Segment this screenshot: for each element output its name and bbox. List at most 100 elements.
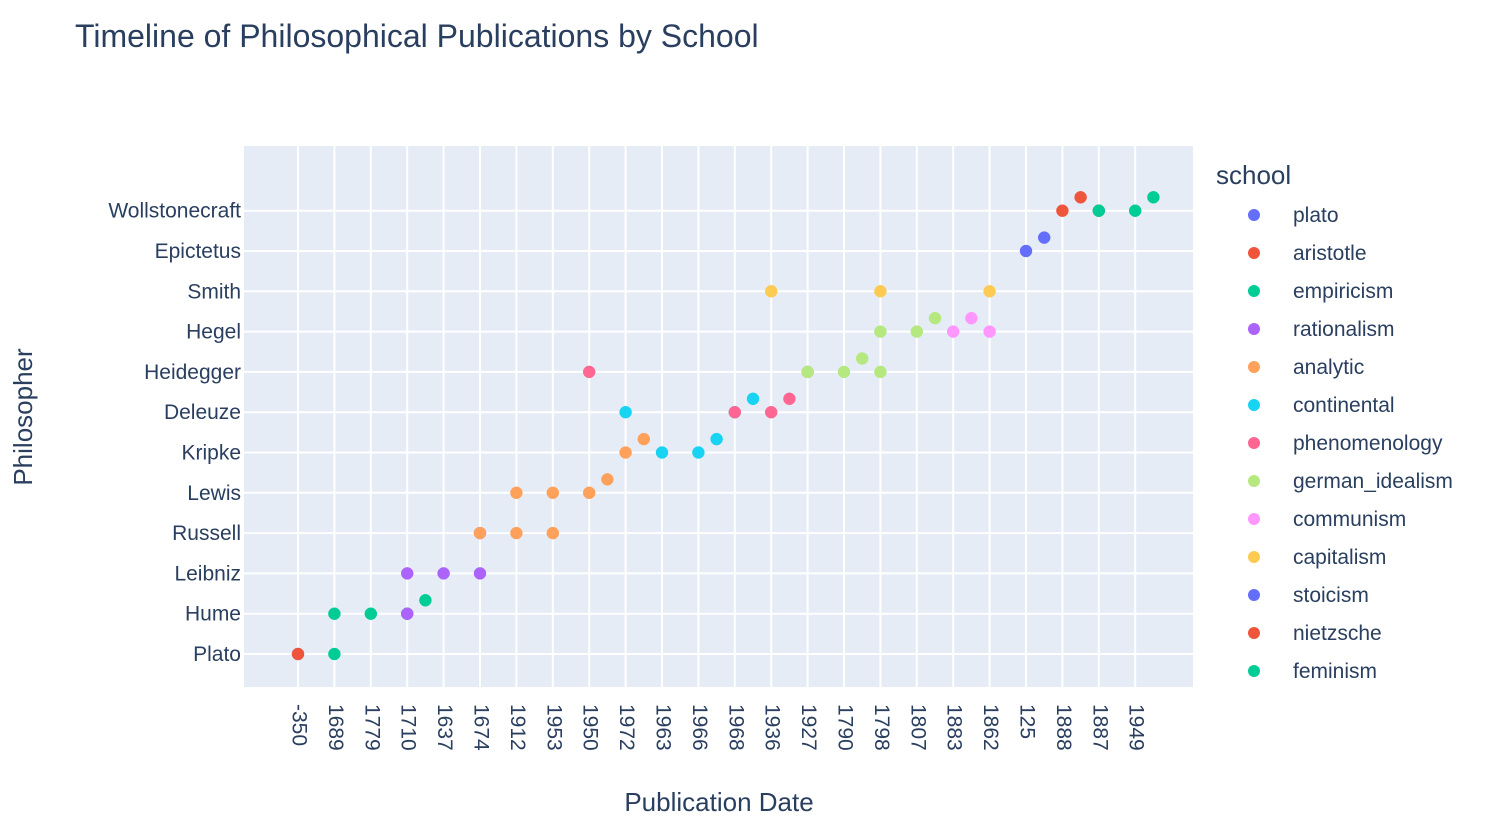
x-tick-label: 1936 (761, 704, 784, 751)
x-tick-label: 1888 (1052, 704, 1075, 751)
y-tick-label: Hegel (186, 321, 241, 344)
x-tick-label: 1689 (324, 704, 347, 751)
y-tick-label: Leibniz (174, 562, 241, 585)
x-tick-label: 1949 (1125, 704, 1148, 751)
point-analytic (510, 526, 523, 540)
point-rationalism (437, 567, 450, 580)
point-phenomenology (764, 405, 778, 419)
x-tick-label: 1966 (688, 704, 711, 751)
point-rationalism (400, 607, 414, 620)
point-analytic (582, 486, 596, 500)
chart-title: Timeline of Philosophical Publications b… (75, 18, 759, 54)
point-feminism (1092, 204, 1106, 217)
point-continental (619, 405, 632, 419)
point-continental (710, 432, 723, 446)
point-german_idealism (855, 352, 869, 365)
legend-marker-nietzsche (1248, 627, 1260, 639)
legend-marker-empiricism (1248, 285, 1260, 297)
legend-marker-stoicism (1248, 589, 1260, 601)
point-aristotle (291, 647, 305, 661)
legend-label-plato: plato (1293, 204, 1339, 227)
legend: school plato aristotle empiricism rationali… (1216, 160, 1453, 683)
legend-marker-capitalism (1248, 551, 1260, 563)
x-tick-labels: -350 1689 1779 1710 1637 1674 1912 1953 1950 1972… (287, 704, 1147, 751)
point-communism (965, 311, 978, 325)
point-analytic (510, 486, 523, 500)
x-tick-label: 1674 (469, 704, 492, 751)
point-german_idealism (874, 325, 887, 338)
legend-marker-aristotle (1248, 247, 1260, 259)
point-analytic (601, 473, 614, 486)
y-tick-label: Plato (193, 643, 241, 666)
legend-label-aristotle: aristotle (1293, 242, 1367, 265)
point-empiricism (419, 594, 432, 607)
plot-area (244, 146, 1193, 687)
point-analytic (546, 526, 560, 540)
legend-label-rationalism: rationalism (1293, 318, 1395, 341)
legend-label-nietzsche: nietzsche (1293, 622, 1382, 645)
point-feminism (1147, 191, 1160, 204)
x-tick-label: -350 (287, 704, 310, 746)
legend-label-stoicism: stoicism (1293, 584, 1369, 607)
legend-marker-rationalism (1248, 323, 1260, 335)
x-tick-label: 1883 (943, 704, 966, 751)
point-rationalism (400, 567, 414, 580)
point-communism (946, 325, 960, 338)
point-feminism (1128, 204, 1142, 217)
y-tick-label: Epictetus (155, 240, 241, 263)
point-german_idealism (874, 365, 887, 379)
legend-label-analytic: analytic (1293, 356, 1364, 379)
x-tick-label: 1637 (433, 704, 456, 751)
point-empiricism (328, 607, 341, 620)
legend-label-german_idealism: german_idealism (1293, 470, 1453, 493)
point-capitalism (764, 285, 778, 298)
point-stoicism (1037, 231, 1051, 244)
point-continental (746, 392, 760, 406)
legend-title: school (1216, 160, 1291, 190)
data-points (291, 191, 1160, 661)
point-phenomenology (582, 365, 596, 379)
point-nietzsche (1074, 191, 1087, 204)
x-tick-label: 1927 (797, 704, 820, 751)
point-analytic (473, 526, 487, 540)
y-tick-label: Smith (187, 280, 241, 303)
legend-label-capitalism: capitalism (1293, 546, 1386, 569)
x-tick-label: 1807 (906, 704, 929, 751)
point-phenomenology (783, 392, 796, 406)
point-stoicism (1019, 244, 1033, 258)
point-continental (655, 446, 669, 459)
x-tick-label: 1912 (506, 704, 529, 751)
y-axis-title: Philosopher (8, 348, 38, 486)
y-tick-labels: Plato Hume Leibniz Russell Lewis Kripke Deleuz… (108, 200, 241, 666)
legend-label-phenomenology: phenomenology (1293, 432, 1443, 455)
legend-label-feminism: feminism (1293, 660, 1377, 683)
x-tick-label: 1887 (1088, 704, 1111, 751)
x-tick-label: 1798 (870, 704, 893, 751)
point-rationalism (473, 567, 487, 580)
y-tick-label: Wollstonecraft (108, 200, 241, 223)
point-analytic (637, 432, 651, 446)
legend-marker-continental (1248, 399, 1260, 411)
point-german_idealism (928, 311, 942, 325)
legend-label-empiricism: empiricism (1293, 280, 1393, 303)
legend-marker-communism (1248, 513, 1260, 525)
x-axis-title: Publication Date (624, 787, 813, 817)
legend-label-continental: continental (1293, 394, 1395, 417)
y-tick-label: Deleuze (164, 401, 241, 424)
x-tick-label: 1779 (360, 704, 383, 751)
x-tick-label: 1963 (651, 704, 674, 751)
legend-marker-german_idealism (1248, 475, 1260, 487)
point-german_idealism (837, 365, 851, 379)
point-phenomenology (728, 405, 742, 419)
point-analytic (546, 486, 560, 500)
y-tick-label: Heidegger (144, 361, 241, 384)
x-tick-label: 1968 (724, 704, 747, 751)
x-tick-label: 1790 (833, 704, 856, 751)
legend-marker-plato (1248, 209, 1260, 221)
y-tick-label: Lewis (187, 482, 241, 505)
point-analytic (619, 446, 632, 459)
x-tick-label: 1953 (542, 704, 565, 751)
legend-marker-analytic (1248, 361, 1260, 373)
x-tick-label: 1972 (615, 704, 638, 751)
point-german_idealism (801, 365, 814, 379)
